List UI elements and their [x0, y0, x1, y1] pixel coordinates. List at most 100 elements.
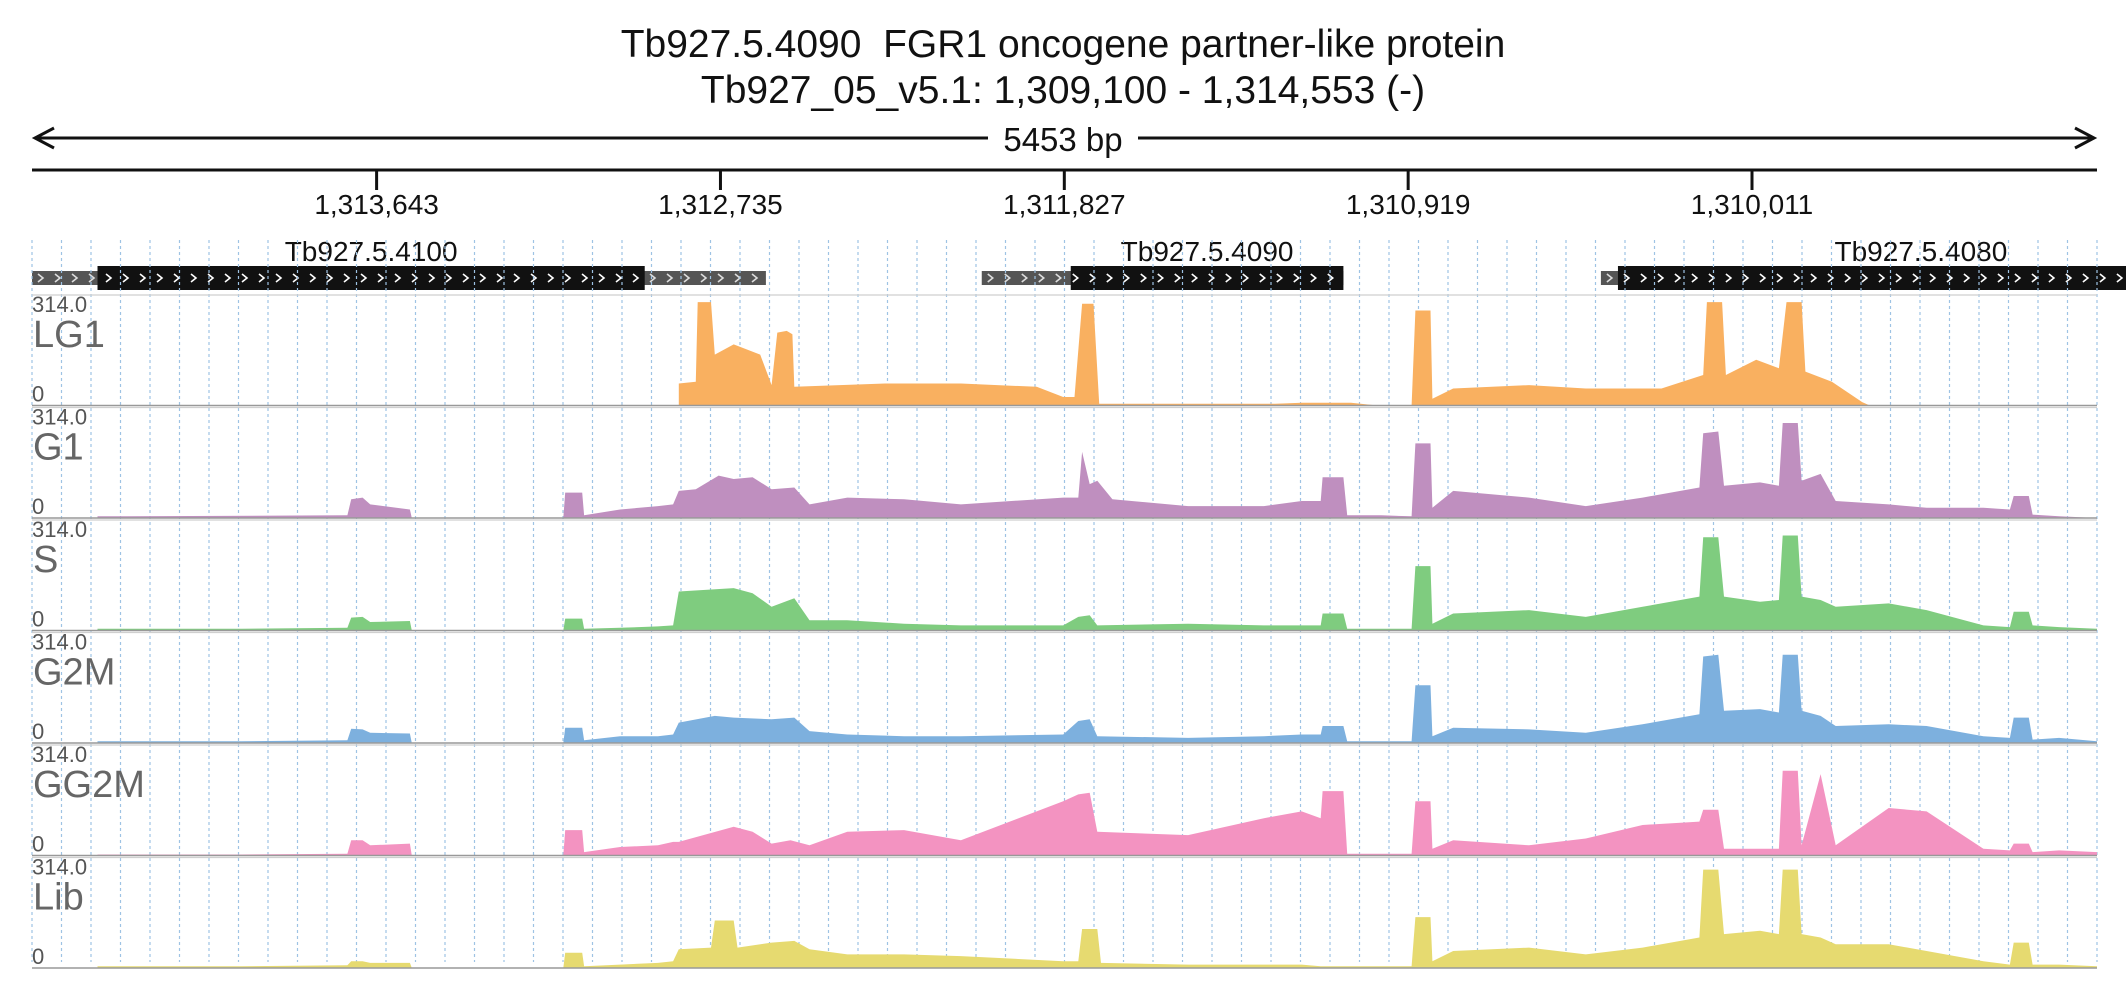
strand-arrow — [1225, 273, 1233, 283]
y-max-label: 314.0 — [32, 292, 87, 317]
strand-arrow — [717, 273, 725, 283]
coverage-area-lg1 — [32, 302, 2097, 406]
strand-arrow — [1997, 273, 2005, 283]
strand-arrow — [275, 273, 283, 283]
strand-arrow — [700, 273, 708, 283]
x-axis-tick-label: 1,312,735 — [658, 189, 783, 220]
x-axis-tick-label: 1,310,011 — [1691, 189, 1814, 220]
y-min-label: 0 — [32, 382, 44, 407]
x-axis-tick-label: 1,310,919 — [1346, 189, 1471, 220]
x-axis-tick-label: 1,311,827 — [1003, 189, 1126, 220]
span-length-label: 5453 bp — [1003, 121, 1122, 158]
strand-arrow — [1691, 273, 1699, 283]
strand-arrow — [1157, 273, 1165, 283]
chart-title: Tb927.5.4090 FGR1 oncogene partner-like … — [620, 23, 1506, 66]
strand-arrow — [343, 273, 351, 283]
strand-arrow — [1878, 273, 1886, 283]
strand-arrow — [1293, 273, 1301, 283]
strand-arrow — [1174, 273, 1182, 283]
strand-arrow — [1310, 273, 1318, 283]
strand-arrow — [479, 273, 487, 283]
genomic-location: Tb927_05_v5.1: 1,309,100 - 1,314,553 (-) — [700, 69, 1426, 112]
gene-cds — [1617, 266, 2126, 290]
strand-arrow — [2099, 273, 2107, 283]
strand-arrow — [615, 273, 623, 283]
span-arrow-right — [2074, 126, 2098, 150]
strand-arrow — [2065, 273, 2073, 283]
track-label: G1 — [33, 427, 84, 469]
coverage-area-lib — [32, 869, 2097, 968]
track-label: GG2M — [33, 764, 145, 806]
strand-arrow — [496, 273, 504, 283]
strand-arrow — [1657, 273, 1665, 283]
strand-arrow — [54, 273, 62, 283]
x-axis-tick-label: 1,313,643 — [314, 189, 439, 220]
strand-arrow — [598, 273, 606, 283]
strand-arrow — [1140, 273, 1148, 283]
strand-arrow — [1759, 273, 1767, 283]
strand-arrow — [71, 273, 79, 283]
strand-arrow — [1606, 273, 1614, 283]
strand-arrow — [122, 273, 130, 283]
coverage-area-s — [32, 535, 2097, 631]
strand-arrow — [1674, 273, 1682, 283]
strand-arrow — [2082, 273, 2090, 283]
strand-arrow — [428, 273, 436, 283]
strand-arrow — [632, 273, 640, 283]
strand-arrow — [1055, 273, 1063, 283]
track-label: G2M — [33, 652, 115, 694]
strand-arrow — [105, 273, 113, 283]
strand-arrow — [207, 273, 215, 283]
strand-arrow — [1810, 273, 1818, 283]
y-max-label: 314.0 — [32, 405, 87, 430]
strand-arrow — [258, 273, 266, 283]
strand-arrow — [2014, 273, 2022, 283]
strand-arrow — [37, 273, 45, 283]
strand-arrow — [751, 273, 759, 283]
strand-arrow — [564, 273, 572, 283]
y-max-label: 314.0 — [32, 855, 87, 880]
strand-arrow — [1038, 273, 1046, 283]
strand-arrow — [1640, 273, 1648, 283]
strand-arrow — [139, 273, 147, 283]
strand-arrow — [1276, 273, 1284, 283]
strand-arrow — [649, 273, 657, 283]
y-min-label: 0 — [32, 494, 44, 519]
track-label: S — [33, 539, 58, 581]
span-arrow-left — [31, 126, 55, 150]
strand-arrow — [513, 273, 521, 283]
strand-arrow — [1861, 273, 1869, 283]
strand-arrow — [2048, 273, 2056, 283]
strand-arrow — [445, 273, 453, 283]
y-max-label: 314.0 — [32, 630, 87, 655]
strand-arrow — [2116, 273, 2124, 283]
strand-arrow — [1021, 273, 1029, 283]
coverage-area-g2m — [32, 654, 2097, 743]
strand-arrow — [666, 273, 674, 283]
strand-arrow — [1725, 273, 1733, 283]
strand-arrow — [411, 273, 419, 283]
strand-arrow — [224, 273, 232, 283]
track-label: Lib — [33, 877, 84, 919]
track-label: LG1 — [33, 314, 105, 356]
strand-arrow — [1072, 273, 1080, 283]
strand-arrow — [1208, 273, 1216, 283]
strand-arrow — [1946, 273, 1954, 283]
strand-arrow — [1827, 273, 1835, 283]
strand-arrow — [88, 273, 96, 283]
strand-arrow — [1776, 273, 1784, 283]
strand-arrow — [987, 273, 995, 283]
strand-arrow — [462, 273, 470, 283]
strand-arrow — [1004, 273, 1012, 283]
strand-arrow — [1327, 273, 1335, 283]
strand-arrow — [683, 273, 691, 283]
strand-arrow — [1895, 273, 1903, 283]
y-min-label: 0 — [32, 944, 44, 969]
strand-arrow — [530, 273, 538, 283]
strand-arrow — [581, 273, 589, 283]
strand-arrow — [1259, 273, 1267, 283]
strand-arrow — [360, 273, 368, 283]
strand-arrow — [156, 273, 164, 283]
strand-arrow — [326, 273, 334, 283]
strand-arrow — [547, 273, 555, 283]
